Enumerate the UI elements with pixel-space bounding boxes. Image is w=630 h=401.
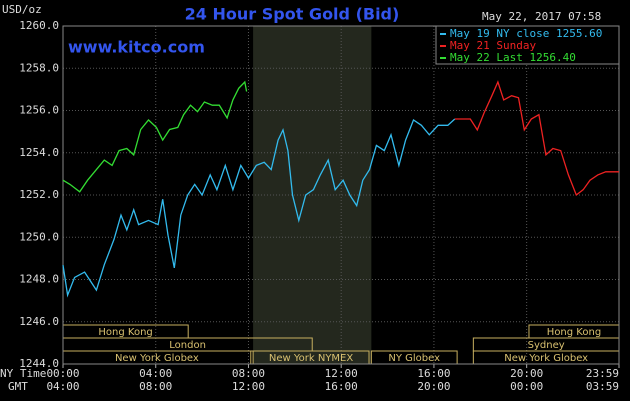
x2-axis-label: GMT [8, 380, 28, 393]
legend-label: May 22 Last 1256.40 [450, 51, 576, 64]
y-tick-label: 1258.0 [19, 61, 59, 74]
x-tick-label: 08:00 [232, 367, 265, 380]
y-tick-label: 1254.0 [19, 146, 59, 159]
x-tick-label: 00:00 [46, 367, 79, 380]
session-label: New York Globex [504, 353, 588, 364]
timestamp: May 22, 2017 07:58 [482, 10, 601, 23]
session-label: Hong Kong [547, 327, 601, 338]
x-tick-label: 04:00 [139, 367, 172, 380]
x2-tick-label: 08:00 [139, 380, 172, 393]
legend-box [435, 25, 620, 65]
x-tick-label: 20:00 [510, 367, 543, 380]
x2-tick-label: 16:00 [325, 380, 358, 393]
x2-tick-label: 03:59 [586, 380, 619, 393]
y-tick-label: 1248.0 [19, 273, 59, 286]
plot-frame [62, 25, 620, 365]
session-label: New York Globex [115, 353, 199, 364]
chart-title: 24 Hour Spot Gold (Bid) [185, 5, 400, 24]
x-axis-label: NY Time [0, 367, 46, 380]
x-tick-label: 16:00 [417, 367, 450, 380]
x-tick-label: 12:00 [325, 367, 358, 380]
legend-label: May 19 NY close 1255.60 [450, 27, 602, 40]
series-line [62, 80, 248, 193]
x2-tick-label: 20:00 [417, 380, 450, 393]
session-label: London [169, 340, 206, 351]
session-label: NY Globex [388, 353, 440, 364]
x2-tick-label: 12:00 [232, 380, 265, 393]
y-tick-label: 1244.0 [19, 357, 59, 370]
legend-label: May 21 Sunday [450, 39, 536, 52]
session-label: New York NYMEX [269, 353, 354, 364]
series-line [454, 80, 619, 197]
y-axis-label: USD/oz [2, 3, 42, 16]
y-tick-label: 1252.0 [19, 188, 59, 201]
x-tick-label: 23:59 [586, 367, 619, 380]
y-tick-label: 1256.0 [19, 104, 59, 117]
x2-tick-label: 00:00 [510, 380, 543, 393]
y-tick-label: 1246.0 [19, 315, 59, 328]
session-label: Hong Kong [98, 327, 152, 338]
series-line [62, 118, 456, 298]
session-label: Sydney [528, 340, 565, 351]
x2-tick-label: 04:00 [46, 380, 79, 393]
subtitle: www.kitco.com [68, 38, 205, 57]
y-tick-label: 1250.0 [19, 230, 59, 243]
y-tick-label: 1260.0 [19, 19, 59, 32]
